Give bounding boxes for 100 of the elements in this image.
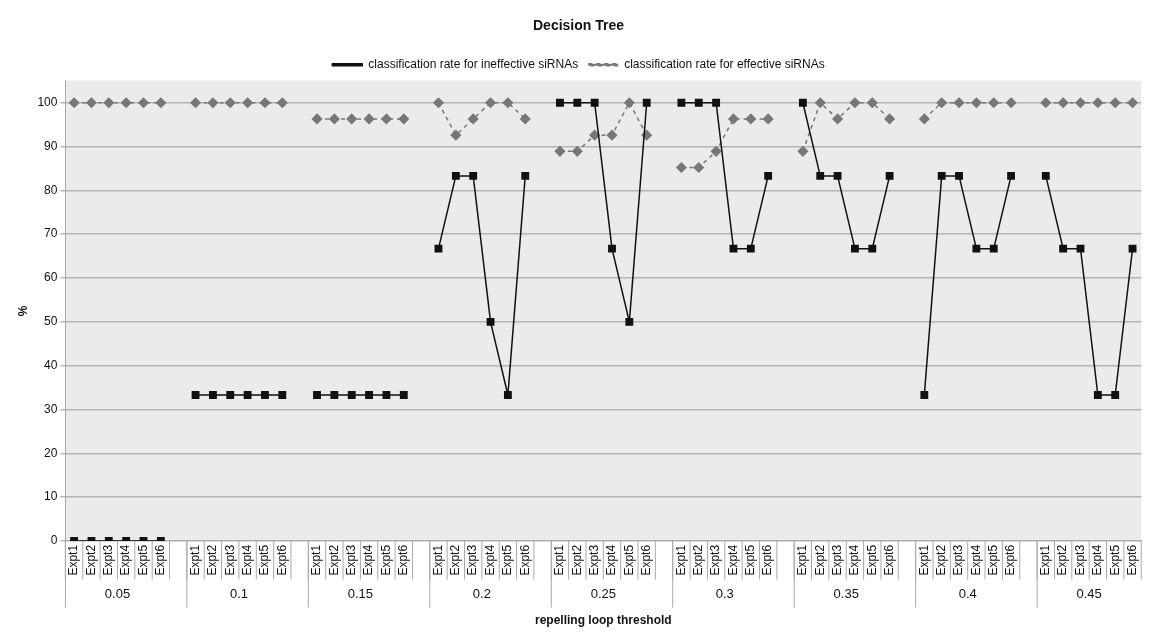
- y-tick-label: 20: [44, 445, 58, 460]
- x-tick-label: Expt4: [118, 544, 133, 576]
- point: [1093, 391, 1102, 399]
- point: [764, 171, 773, 180]
- point: [381, 113, 392, 125]
- x-tick-label: Expt2: [1055, 544, 1070, 576]
- y-tick-label: 50: [44, 314, 58, 329]
- point: [849, 97, 861, 108]
- x-axis-title: repelling loop threshold: [534, 613, 672, 628]
- text: 0.05: [104, 586, 131, 602]
- x-tick-label: Expt4: [1090, 544, 1105, 576]
- x-tick-label: Expt4: [725, 544, 740, 576]
- point: [259, 97, 271, 108]
- point: [190, 97, 201, 108]
- point: [814, 97, 826, 108]
- x-tick-label: Expt6: [517, 544, 532, 576]
- x-tick-label: Expt2: [569, 544, 584, 576]
- point: [450, 129, 462, 141]
- text: 0.3: [715, 586, 734, 602]
- point: [919, 113, 930, 125]
- point: [1076, 244, 1085, 253]
- point: [138, 97, 149, 108]
- point: [850, 244, 859, 253]
- point: [503, 391, 512, 399]
- point: [816, 171, 825, 180]
- x-tick-label: Expt1: [66, 544, 81, 576]
- x-tick-label: Expt4: [361, 544, 376, 576]
- point: [1007, 171, 1016, 180]
- point: [191, 391, 200, 399]
- point: [608, 244, 616, 253]
- y-tick-label: 100: [37, 95, 58, 110]
- point: [311, 113, 323, 125]
- y-tick-label: 30: [44, 401, 58, 416]
- x-tick-label: Expt2: [205, 544, 220, 576]
- point: [936, 97, 947, 108]
- point: [762, 113, 774, 125]
- x-tick-label: Expt6: [274, 544, 289, 576]
- point: [1109, 97, 1121, 108]
- y-axis-title: %: [15, 305, 30, 317]
- text: 0.4: [958, 586, 977, 602]
- point: [953, 97, 965, 108]
- point: [710, 146, 722, 157]
- x-tick-label: Expt1: [552, 544, 567, 576]
- point: [573, 98, 582, 107]
- legend-label: classification rate for effective siRNAs: [624, 57, 825, 72]
- point: [1057, 97, 1069, 108]
- point: [469, 171, 478, 180]
- x-tick-label: Expt5: [500, 544, 515, 576]
- point: [712, 98, 721, 107]
- point: [971, 97, 982, 108]
- point: [1127, 97, 1138, 108]
- point: [677, 98, 686, 107]
- text: 0.45: [1076, 586, 1102, 602]
- point: [606, 129, 618, 141]
- x-tick-label: Expt4: [604, 544, 619, 576]
- point: [884, 113, 895, 125]
- point: [694, 98, 703, 107]
- point: [207, 97, 219, 108]
- x-tick-label: Expt2: [691, 544, 706, 576]
- point: [1111, 391, 1120, 399]
- point: [745, 113, 757, 125]
- y-tick-label: 10: [44, 489, 58, 504]
- point: [434, 244, 443, 253]
- point: [988, 97, 999, 108]
- point: [347, 391, 356, 399]
- x-tick-label: Expt3: [344, 544, 359, 576]
- point: [920, 391, 929, 399]
- point: [226, 391, 235, 399]
- point: [68, 97, 80, 108]
- point: [1005, 97, 1017, 108]
- point: [277, 97, 288, 108]
- x-tick-label: Expt4: [847, 544, 862, 576]
- point: [1092, 97, 1104, 108]
- point: [330, 391, 339, 399]
- x-tick-label: Expt2: [83, 544, 98, 576]
- point: [363, 113, 375, 125]
- point: [261, 391, 269, 399]
- x-tick-label: Expt3: [951, 544, 966, 576]
- x-tick-label: Expt3: [465, 544, 480, 576]
- x-tick-label: Expt4: [239, 544, 254, 576]
- legend-label: classification rate for ineffective siRNAs: [368, 57, 579, 72]
- x-tick-label: Expt1: [187, 544, 202, 576]
- point: [365, 391, 374, 399]
- point: [398, 113, 410, 125]
- x-tick-label: Expt6: [1003, 544, 1018, 576]
- point: [433, 97, 444, 108]
- point: [103, 97, 115, 108]
- point: [1041, 171, 1050, 180]
- x-tick-label: Expt2: [448, 544, 463, 576]
- x-tick-label: Expt6: [153, 544, 168, 576]
- point: [867, 97, 878, 108]
- y-tick-label: 0: [50, 533, 58, 548]
- x-tick-label: Expt6: [639, 544, 654, 576]
- point: [86, 97, 97, 108]
- x-tick-label: Expt3: [101, 544, 116, 576]
- point: [554, 146, 566, 157]
- point: [399, 391, 408, 399]
- y-tick-label: 90: [44, 138, 58, 153]
- text: 0.35: [833, 586, 859, 602]
- x-tick-label: Expt5: [257, 544, 272, 576]
